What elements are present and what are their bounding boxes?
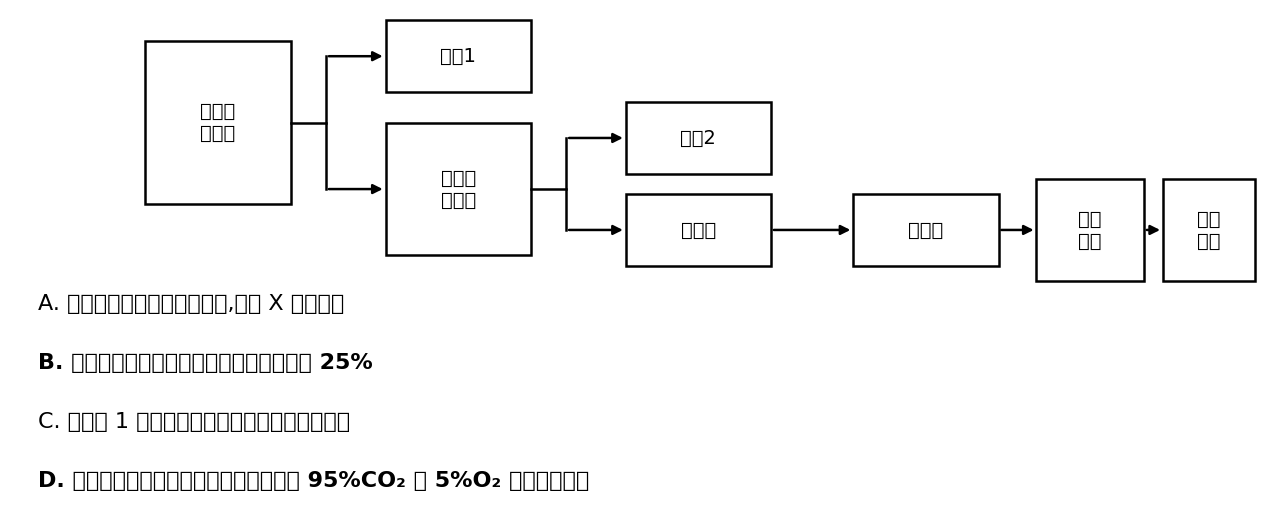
Text: 植入
子宫: 植入 子宫: [1197, 210, 1221, 250]
FancyBboxPatch shape: [626, 194, 771, 266]
Text: A. 可初步判断致病基因为隐性,位于 X 染色体上: A. 可初步判断致病基因为隐性,位于 X 染色体上: [38, 294, 344, 314]
FancyBboxPatch shape: [1036, 179, 1144, 281]
FancyBboxPatch shape: [386, 20, 531, 92]
Text: 卵细胞: 卵细胞: [681, 220, 715, 240]
Text: B. 此夫妇自然生育患该遗传病子女的概率为 25%: B. 此夫妇自然生育患该遗传病子女的概率为 25%: [38, 353, 373, 373]
FancyBboxPatch shape: [853, 194, 999, 266]
Text: 次级卵
母细胞: 次级卵 母细胞: [441, 169, 475, 210]
Text: 初级卵
母细胞: 初级卵 母细胞: [201, 102, 235, 143]
Text: D. 将受精卵培育成早期胚胎的过程应在含 95%CO₂ 和 5%O₂ 的环境中进行: D. 将受精卵培育成早期胚胎的过程应在含 95%CO₂ 和 5%O₂ 的环境中进…: [38, 471, 589, 491]
FancyBboxPatch shape: [1163, 179, 1255, 281]
FancyBboxPatch shape: [145, 41, 291, 204]
Text: 极体2: 极体2: [680, 128, 717, 148]
Text: 极体1: 极体1: [440, 47, 477, 66]
FancyBboxPatch shape: [386, 123, 531, 256]
Text: 受精卵: 受精卵: [909, 220, 943, 240]
Text: 早期
胚胎: 早期 胚胎: [1078, 210, 1102, 250]
FancyBboxPatch shape: [626, 102, 771, 174]
Text: C. 若极体 1 不含致病基因说明卵细胞含致病基因: C. 若极体 1 不含致病基因说明卵细胞含致病基因: [38, 412, 350, 432]
